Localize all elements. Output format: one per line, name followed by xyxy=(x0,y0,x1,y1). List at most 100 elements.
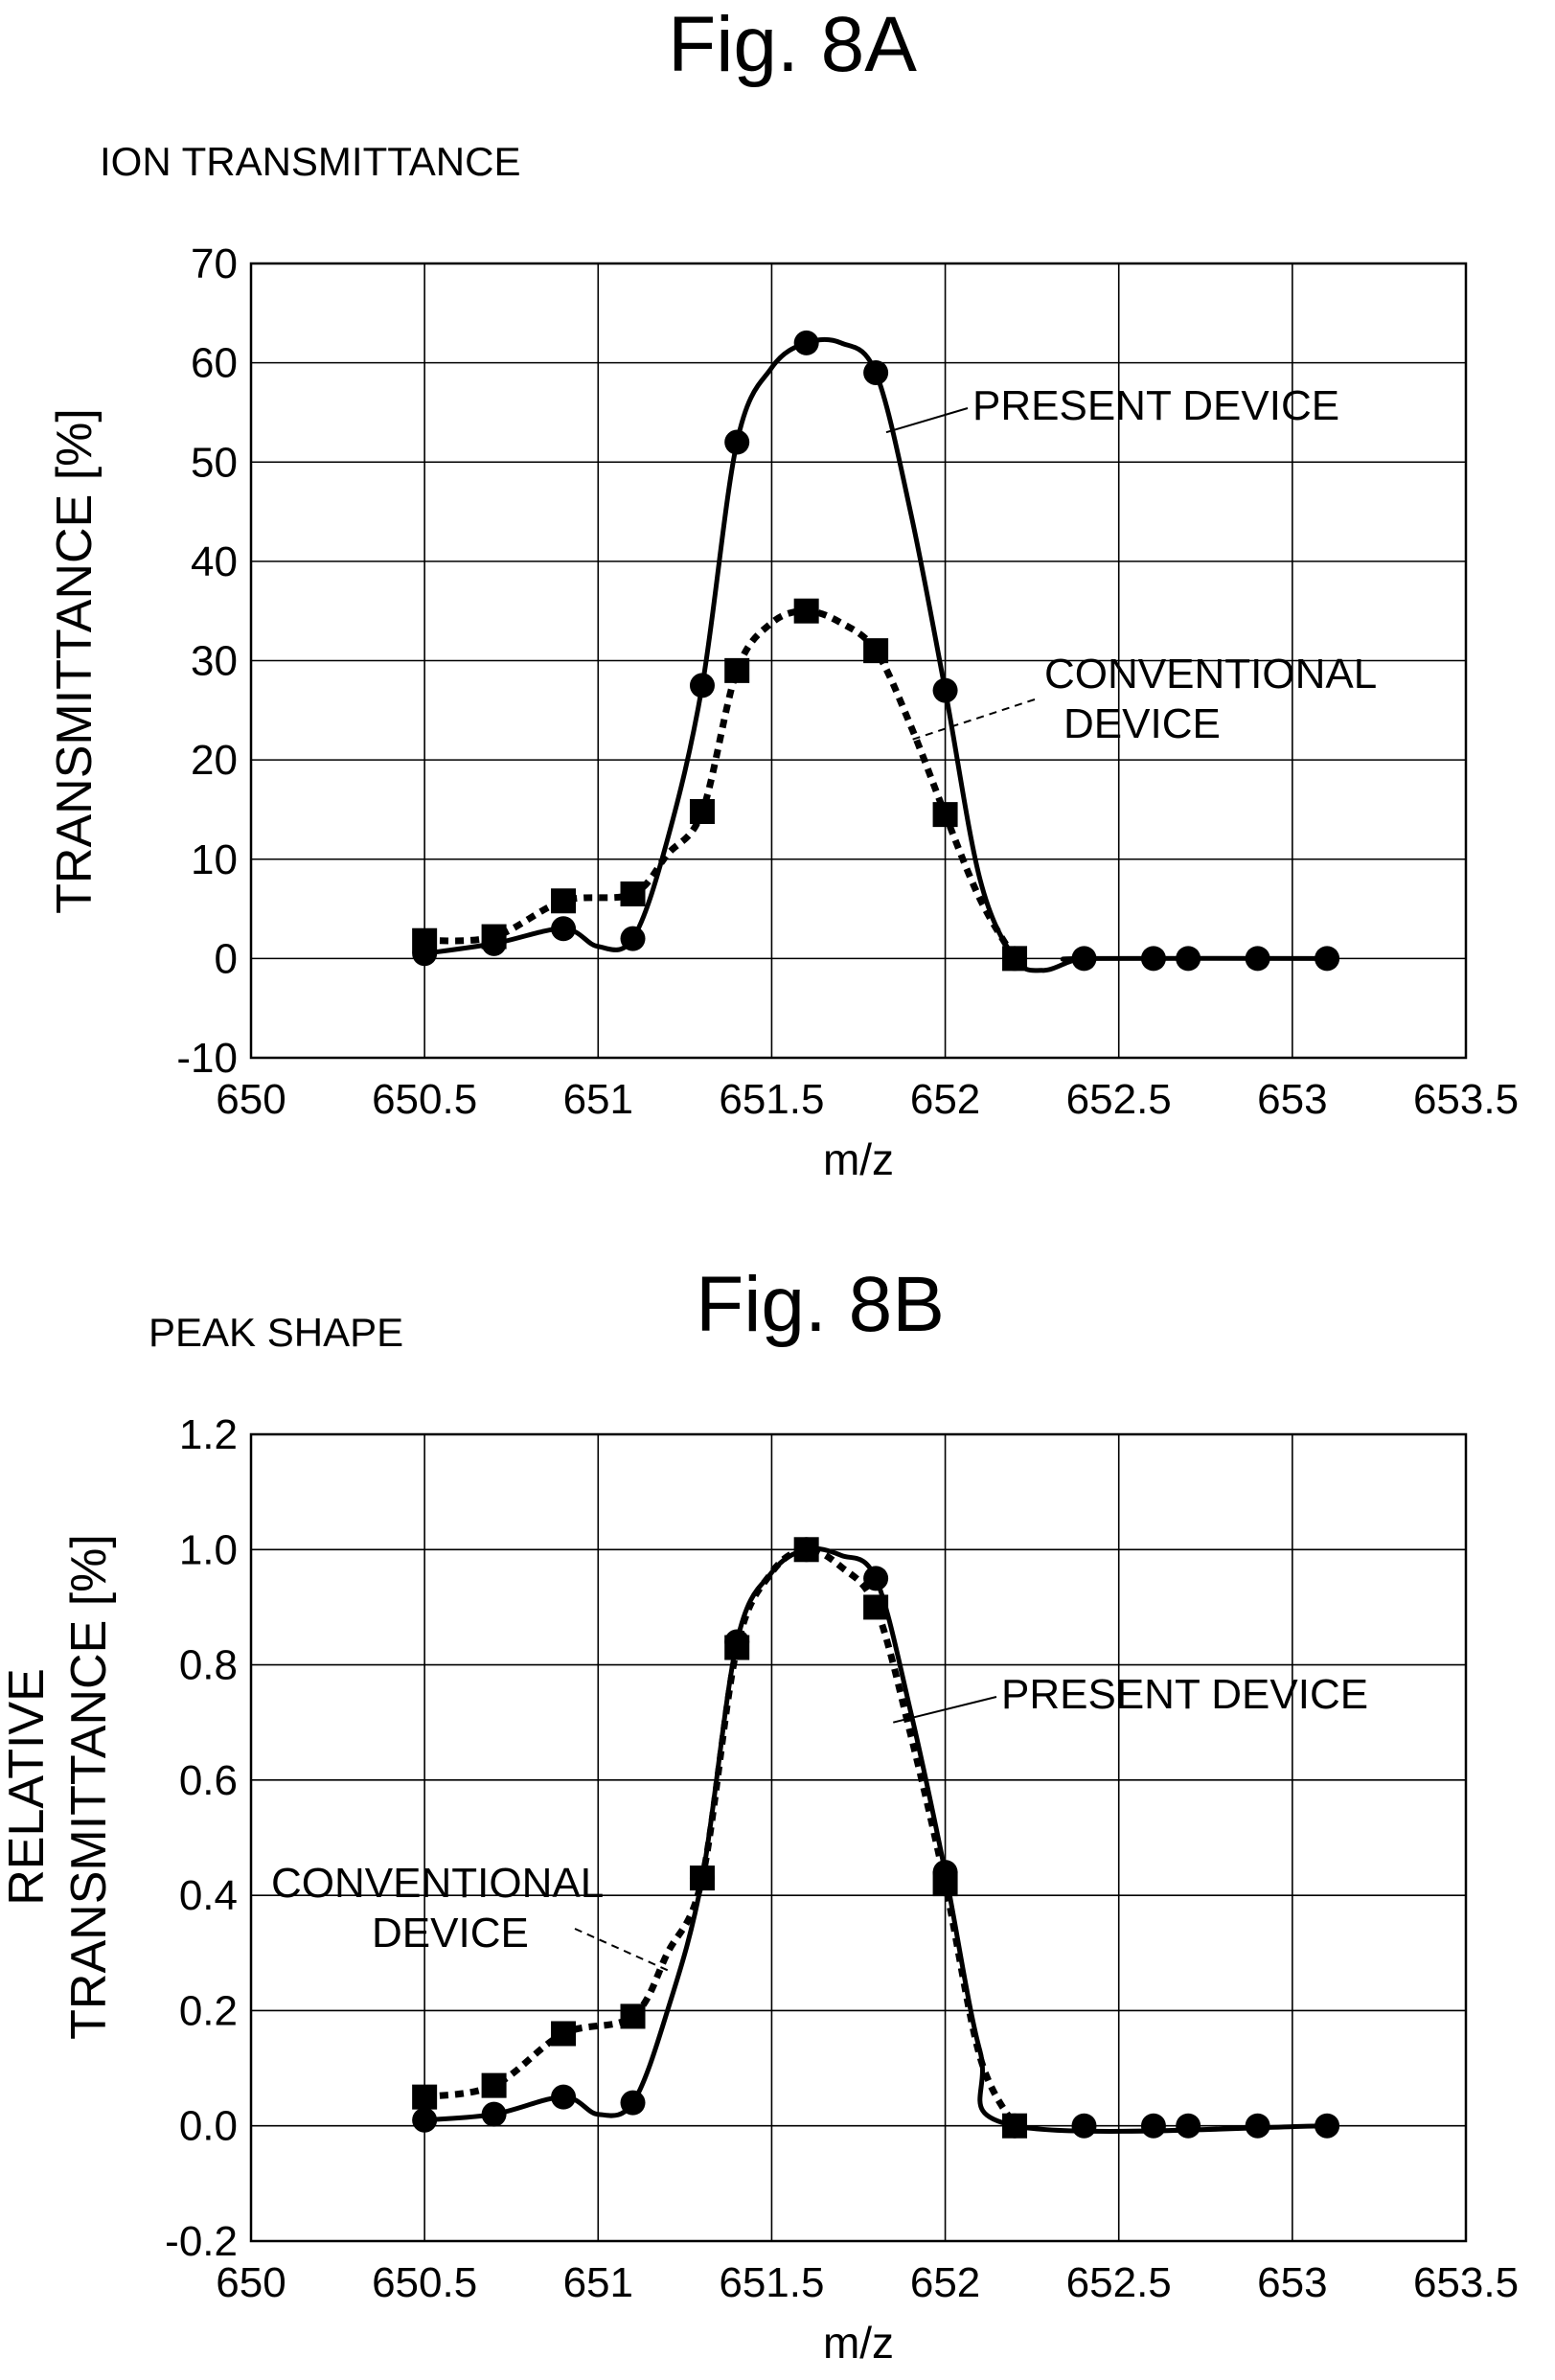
y-axis-label: TRANSMITTANCE [%] xyxy=(47,408,103,914)
y-axis-label: RELATIVE xyxy=(0,1668,55,1906)
x-tick-label: 653.5 xyxy=(1413,2259,1519,2306)
x-tick-label: 653 xyxy=(1257,2259,1327,2306)
plot-frame xyxy=(249,262,1468,1060)
annotation-label: CONVENTIONAL DEVICE xyxy=(1044,651,1377,747)
x-tick-label: 653 xyxy=(1257,1076,1327,1123)
data-point-present xyxy=(689,673,715,698)
data-point-present xyxy=(863,1566,889,1591)
data-point-present xyxy=(1176,946,1201,972)
data-point-present xyxy=(620,926,646,951)
x-tick-label: 652.5 xyxy=(1066,1076,1172,1123)
x-axis-label: m/z xyxy=(823,1134,894,1184)
x-tick-label: 651.5 xyxy=(719,1076,824,1123)
x-tick-label: 652 xyxy=(910,2259,980,2306)
data-point-present xyxy=(620,2090,646,2116)
data-point-present xyxy=(1071,2113,1097,2139)
data-point-present xyxy=(1245,2113,1270,2139)
data-point-present xyxy=(1245,946,1270,972)
y-tick-label: 70 xyxy=(191,240,238,287)
data-point-present xyxy=(481,930,507,956)
data-point-conventional xyxy=(620,2003,646,2029)
data-point-conventional xyxy=(620,881,646,907)
x-tick-label: 652.5 xyxy=(1066,2259,1172,2306)
data-point-present xyxy=(1002,2113,1028,2139)
data-point-conventional xyxy=(689,799,715,825)
series-line-conventional xyxy=(423,607,1018,961)
data-point-present xyxy=(551,916,577,942)
y-tick-label: -0.2 xyxy=(165,2218,238,2265)
y-tick-label: 40 xyxy=(191,538,238,585)
y-tick-label: 30 xyxy=(191,638,238,685)
data-point-present xyxy=(689,1865,715,1891)
data-point-conventional xyxy=(724,657,750,683)
chart-1: 650 650.5 651 651.5 652 652.5 653 653.5 -0.2 0.0 0… xyxy=(0,1411,1519,2368)
x-tick-label: 650.5 xyxy=(372,2259,477,2306)
chart-0: 650 650.5 651 651.5 652 652.5 653 653.5 -10 0 10 20… xyxy=(47,240,1519,1184)
data-point-present xyxy=(932,677,958,703)
y-tick-label: 0.0 xyxy=(179,2103,238,2150)
data-point-conventional xyxy=(551,2021,577,2047)
data-point-conventional xyxy=(412,2084,438,2110)
annotation-label-line: CONVENTIONAL xyxy=(1044,651,1377,698)
data-point-present xyxy=(1140,2113,1166,2139)
y-tick-label: -10 xyxy=(176,1035,238,1082)
data-point-present xyxy=(793,1537,819,1563)
data-point-conventional xyxy=(481,2072,507,2098)
data-point-present xyxy=(412,941,438,967)
annotation-leader-line xyxy=(885,407,969,434)
chart-b-title: Fig. 8B xyxy=(696,1261,945,1348)
x-axis-label: m/z xyxy=(823,2318,894,2368)
annotation-label-line: DEVICE xyxy=(1063,700,1221,747)
annotation-label-line: PRESENT DEVICE xyxy=(972,382,1339,429)
data-point-present xyxy=(1140,946,1166,972)
y-tick-label: 0.6 xyxy=(179,1757,238,1804)
y-tick-label: 0.8 xyxy=(179,1642,238,1689)
annotation-label-line: DEVICE xyxy=(372,1910,529,1957)
x-tick-label: 650 xyxy=(216,1076,286,1123)
y-tick-label: 0.2 xyxy=(179,1987,238,2034)
annotation-leader-line xyxy=(910,698,1036,742)
y-tick-label: 20 xyxy=(191,737,238,784)
data-point-present xyxy=(793,330,819,355)
data-point-conventional xyxy=(551,888,577,914)
y-tick-label: 50 xyxy=(191,439,238,486)
y-tick-label: 60 xyxy=(191,340,238,387)
annotation-label: CONVENTIONAL DEVICE xyxy=(271,1860,604,1957)
annotation-label-line: PRESENT DEVICE xyxy=(1001,1671,1368,1718)
data-point-conventional xyxy=(932,802,958,828)
x-tick-label: 651 xyxy=(563,1076,633,1123)
data-point-present xyxy=(412,2107,438,2133)
data-point-present xyxy=(1002,946,1028,972)
annotation-label: PRESENT DEVICE xyxy=(1001,1671,1368,1718)
y-tick-label: 0.4 xyxy=(179,1872,238,1919)
x-tick-label: 652 xyxy=(910,1076,980,1123)
annotation-leader-line xyxy=(574,1928,669,1972)
annotation-leader-line xyxy=(892,1696,997,1724)
x-tick-label: 650.5 xyxy=(372,1076,477,1123)
y-tick-label: 1.2 xyxy=(179,1411,238,1458)
data-point-present xyxy=(724,1629,750,1655)
plot-frame xyxy=(249,1432,1468,2243)
x-tick-label: 650 xyxy=(216,2259,286,2306)
data-point-present xyxy=(1315,946,1340,972)
chart-a-title: Fig. 8A xyxy=(668,1,917,88)
data-point-conventional xyxy=(793,598,819,624)
data-point-conventional xyxy=(863,638,889,664)
data-point-conventional xyxy=(863,1594,889,1620)
y-tick-label: 1.0 xyxy=(179,1526,238,1573)
data-point-present xyxy=(932,1860,958,1886)
data-point-present xyxy=(1176,2113,1201,2139)
data-point-present xyxy=(863,359,889,385)
y-tick-label: 10 xyxy=(191,836,238,883)
chart-b-subtitle: PEAK SHAPE xyxy=(149,1310,404,1355)
x-tick-label: 651 xyxy=(563,2259,633,2306)
x-tick-label: 653.5 xyxy=(1413,1076,1519,1123)
data-point-present xyxy=(1071,946,1097,972)
data-point-present xyxy=(551,2084,577,2110)
data-point-present xyxy=(1315,2113,1340,2139)
chart-a-subtitle: ION TRANSMITTANCE xyxy=(100,139,521,184)
annotation-label-line: CONVENTIONAL xyxy=(271,1860,604,1907)
series-line-conventional xyxy=(423,1545,1018,2128)
x-tick-label: 651.5 xyxy=(719,2259,824,2306)
